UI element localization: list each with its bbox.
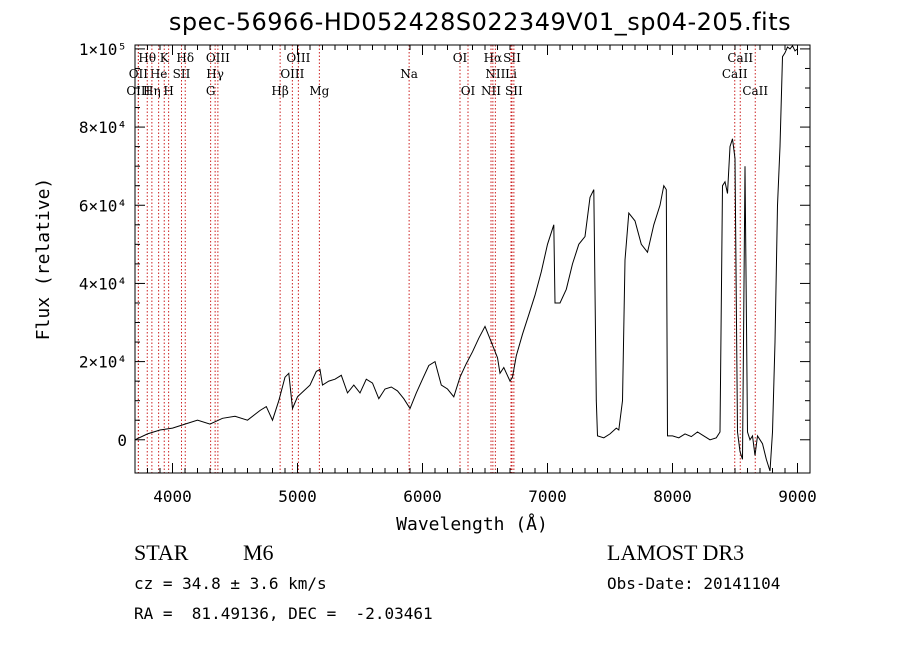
y-axis: 0 2×10⁴ 4×10⁴ 6×10⁴ 8×10⁴ 1×10⁵ bbox=[79, 40, 810, 450]
y-tick-label: 4×10⁴ bbox=[79, 274, 127, 293]
x-tick-label: 7000 bbox=[528, 487, 567, 506]
line-marker-label: SII bbox=[173, 67, 191, 81]
line-marker-label: OI bbox=[453, 51, 468, 65]
line-marker-label: CaII bbox=[722, 67, 748, 81]
line-marker-label: K bbox=[160, 51, 170, 65]
line-marker-label: OIII bbox=[206, 51, 230, 65]
line-marker-label: Hβ bbox=[271, 84, 288, 98]
chart-title: spec-56966-HD052428S022349V01_sp04-205.f… bbox=[168, 8, 792, 36]
y-tick-label: 2×10⁴ bbox=[79, 353, 127, 372]
line-marker-label: OI bbox=[461, 84, 476, 98]
object-subclass: M6 bbox=[243, 540, 274, 565]
line-marker-label: G bbox=[206, 84, 216, 98]
x-tick-label: 8000 bbox=[653, 487, 692, 506]
y-axis-label: Flux (relative) bbox=[33, 178, 54, 341]
spectrum-line bbox=[135, 45, 798, 472]
line-marker-label: Mg bbox=[309, 84, 329, 98]
line-marker-label: Hη bbox=[143, 84, 161, 98]
x-tick-label: 6000 bbox=[403, 487, 442, 506]
x-tick-label: 9000 bbox=[778, 487, 817, 506]
line-marker-label: CaII bbox=[727, 51, 753, 65]
x-axis-label: Wavelength (Å) bbox=[396, 513, 548, 535]
line-marker-label: NII bbox=[485, 67, 505, 81]
line-marker-label: Na bbox=[400, 67, 418, 81]
y-tick-label: 8×10⁴ bbox=[79, 118, 127, 137]
line-marker-label: OIII bbox=[126, 84, 150, 98]
line-marker-label: NII bbox=[481, 84, 501, 98]
x-tick-label: 5000 bbox=[278, 487, 317, 506]
line-marker-label: Hδ bbox=[176, 51, 194, 65]
line-marker-label: Hθ bbox=[138, 51, 156, 65]
x-axis: 4000 5000 6000 7000 8000 9000 bbox=[147, 45, 817, 506]
line-marker-label: He bbox=[150, 67, 168, 81]
line-marker-label: Li bbox=[505, 67, 517, 81]
line-marker-label: Hγ bbox=[206, 67, 224, 81]
line-marker-label: SII bbox=[505, 84, 523, 98]
line-marker-label: Hα bbox=[484, 51, 503, 65]
coordinates: RA = 81.49136, DEC = -2.03461 bbox=[134, 604, 433, 623]
line-marker-label: OIII bbox=[286, 51, 310, 65]
y-tick-label: 6×10⁴ bbox=[79, 196, 127, 215]
line-marker-label: H bbox=[163, 84, 173, 98]
line-marker-label: OIII bbox=[280, 67, 304, 81]
line-marker-label: SII bbox=[503, 51, 521, 65]
plot-frame bbox=[134, 44, 811, 474]
line-marker-label: CaII bbox=[742, 84, 768, 98]
object-class: STAR bbox=[134, 540, 189, 565]
y-tick-label: 1×10⁵ bbox=[79, 40, 127, 59]
y-tick-label: 0 bbox=[117, 431, 127, 450]
x-tick-label: 4000 bbox=[153, 487, 192, 506]
spectrum-series bbox=[135, 45, 798, 472]
survey-name: LAMOST DR3 bbox=[607, 540, 745, 565]
observation-date: Obs-Date: 20141104 bbox=[607, 574, 781, 593]
redshift-cz: cz = 34.8 ± 3.6 km/s bbox=[134, 574, 327, 593]
